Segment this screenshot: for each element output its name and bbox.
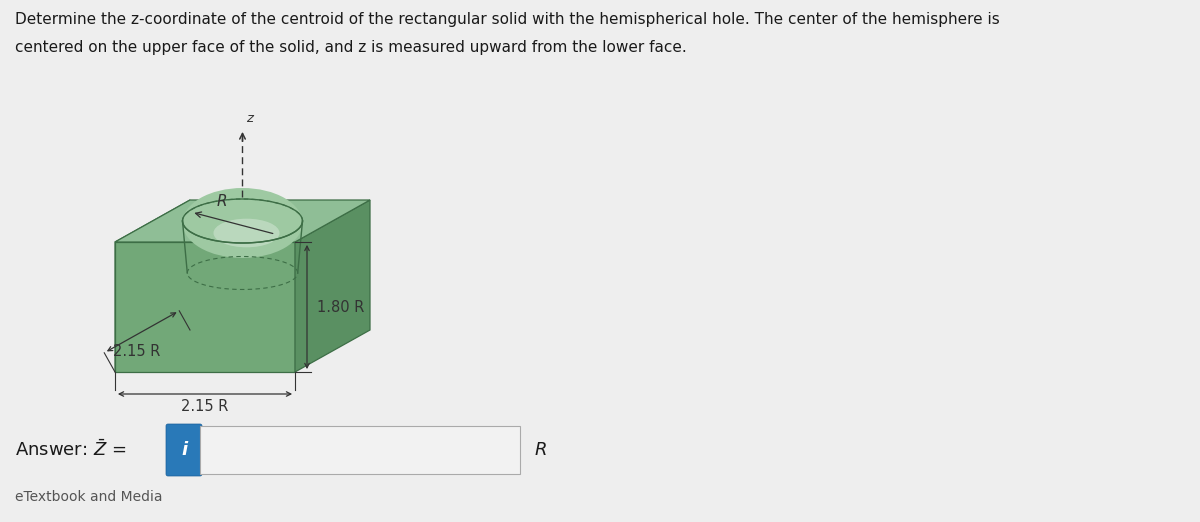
Text: eTextbook and Media: eTextbook and Media [14, 490, 162, 504]
Text: z: z [246, 112, 253, 125]
Ellipse shape [214, 219, 280, 247]
Polygon shape [115, 200, 190, 372]
Text: Answer: $\bar{Z}$ =: Answer: $\bar{Z}$ = [14, 440, 126, 460]
Text: 2.15 R: 2.15 R [113, 344, 161, 359]
Text: i: i [181, 441, 187, 459]
FancyBboxPatch shape [166, 424, 202, 476]
FancyBboxPatch shape [200, 426, 520, 474]
Text: centered on the upper face of the solid, and z is measured upward from the lower: centered on the upper face of the solid,… [14, 40, 686, 55]
Text: 2.15 R: 2.15 R [181, 399, 229, 414]
Text: R: R [535, 441, 547, 459]
Polygon shape [295, 200, 370, 372]
Text: R: R [216, 194, 227, 209]
Text: 1.80 R: 1.80 R [317, 300, 365, 314]
Ellipse shape [182, 188, 302, 258]
Text: Determine the z-coordinate of the centroid of the rectangular solid with the hem: Determine the z-coordinate of the centro… [14, 12, 1000, 27]
Polygon shape [115, 242, 295, 372]
Polygon shape [115, 200, 370, 242]
